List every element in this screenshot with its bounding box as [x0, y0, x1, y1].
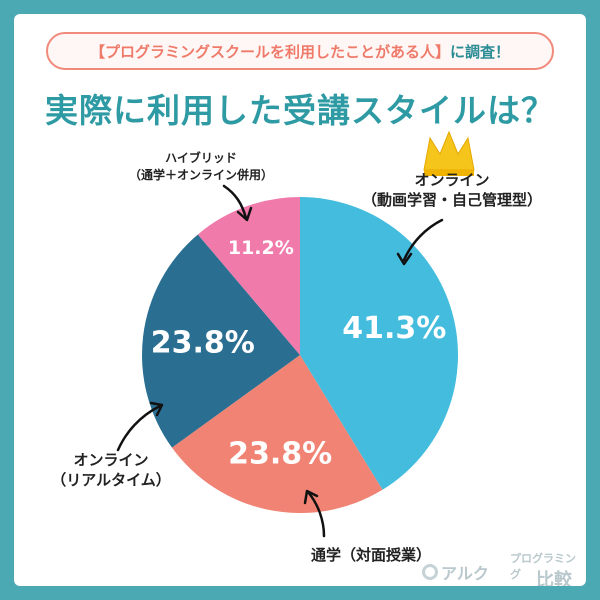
label-online-live-detail: （リアルタイム） [51, 471, 171, 489]
slice-offline-value: 23.8% [228, 437, 332, 472]
alc-mark-icon [422, 564, 438, 580]
brand-subtitle: プログラミング [510, 552, 576, 581]
label-hybrid-detail: （通学＋オンライン併用） [128, 168, 273, 182]
label-hybrid-title: ハイブリッド [165, 151, 237, 165]
label-online-async-detail: （動画学習・自己管理型） [361, 191, 542, 209]
alc-logo-text: アルク [441, 564, 489, 583]
arrow-async [396, 218, 444, 266]
label-online-async: オンライン （動画学習・自己管理型） [352, 170, 552, 210]
headline: 実際に利用した受講スタイルは？ [45, 91, 555, 130]
banner-highlight: 【プログラミングスクールを利用したことがある人】 [89, 42, 450, 61]
slice-hybrid [197, 197, 300, 355]
pie-chart: 41.3% 23.8% 23.8% 11.2% [116, 130, 475, 538]
label-online-async-title: オンライン [414, 171, 490, 189]
crown-icon [423, 130, 475, 176]
label-online-live-title: オンライン [73, 451, 149, 469]
slice-offline [171, 355, 383, 513]
label-online-live: オンライン （リアルタイム） [26, 450, 196, 490]
brand-title: 比較 [536, 570, 572, 586]
arrow-hybrid [222, 184, 253, 222]
slice-hybrid-value: 11.2% [228, 237, 294, 259]
label-offline: 通学（対面授業） [310, 546, 431, 564]
survey-banner: 【プログラミングスクールを利用したことがある人】 に調査！ [46, 32, 554, 70]
alc-logo: アルク [422, 560, 489, 584]
slice-online-async-value: 41.3% [342, 311, 446, 346]
arrow-offline [303, 489, 326, 538]
slice-online-live [141, 234, 300, 448]
slice-online-live-value: 23.8% [151, 326, 255, 361]
banner-suffix: に調査！ [450, 42, 511, 61]
slice-online-async [300, 197, 459, 490]
infographic-card: 【プログラミングスクールを利用したことがある人】 に調査！ 実際に利用した受講ス… [14, 14, 586, 586]
label-hybrid: ハイブリッド （通学＋オンライン併用） [106, 150, 296, 184]
arrow-live [116, 401, 164, 452]
